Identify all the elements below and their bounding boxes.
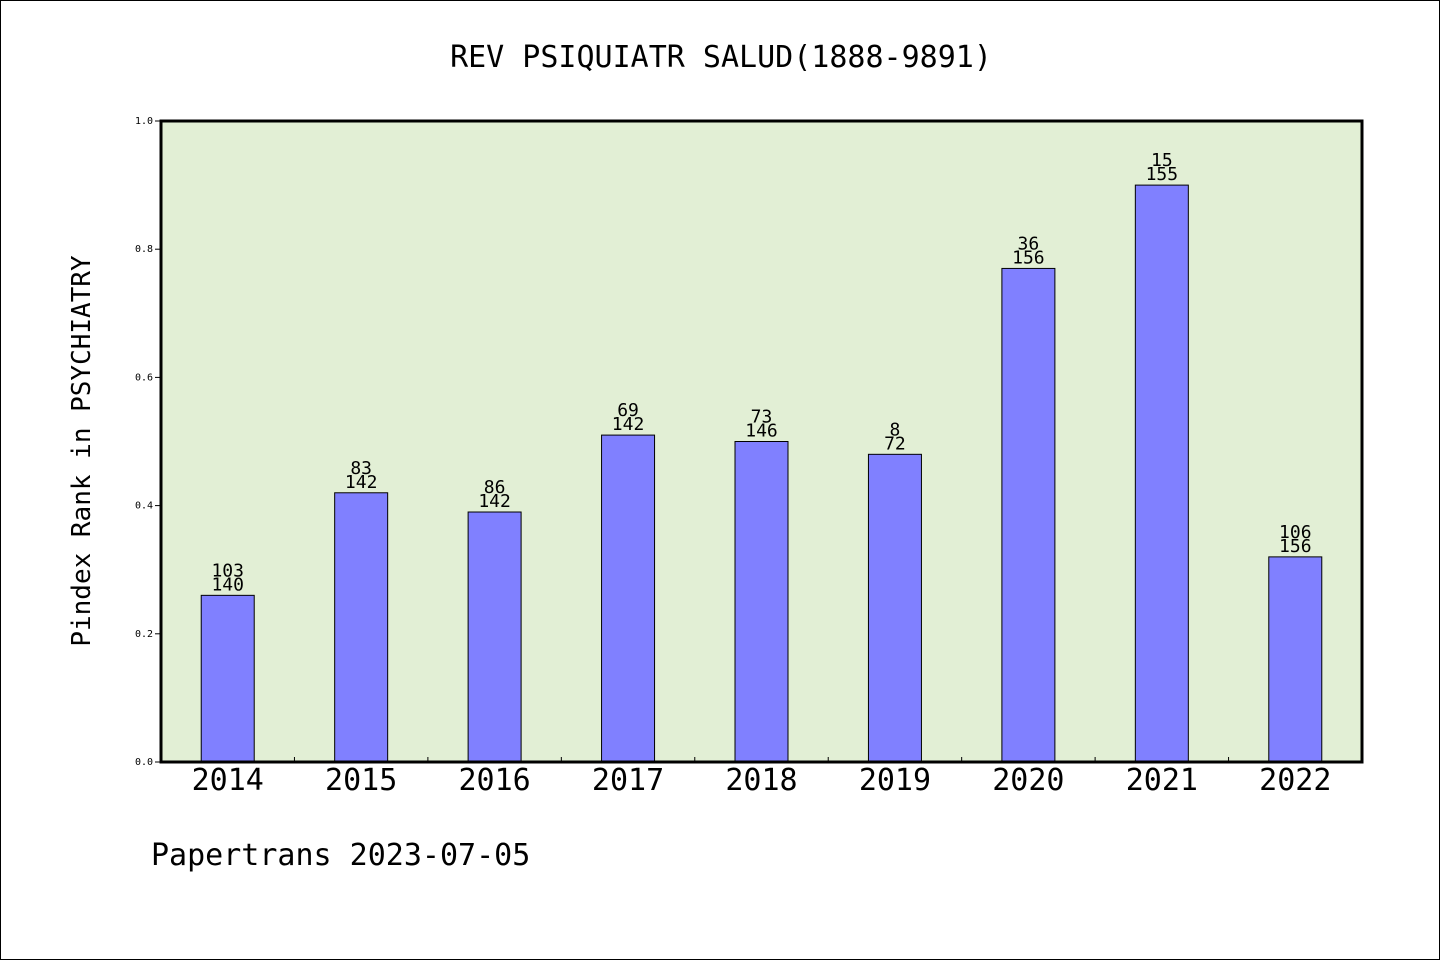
y-tick-label-0.8: 0.8 — [135, 244, 153, 255]
bar-2014 — [200, 594, 255, 763]
rank-label-2018: 73 — [751, 407, 773, 428]
x-tick-label-2019: 2019 — [859, 763, 931, 798]
y-tick-label-0.0: 0.0 — [135, 757, 153, 768]
axes-layer: 2014 2015 2016 2017 2018 2019 2020 2021 2022 0.0 0… — [135, 116, 1364, 798]
bar-2016 — [467, 511, 522, 763]
bar-2020 — [1001, 267, 1056, 763]
total-label-2014: 140 — [211, 574, 244, 595]
total-label-2018: 146 — [745, 421, 778, 442]
x-tick-label-2014: 2014 — [192, 763, 264, 798]
total-label-2021: 155 — [1146, 164, 1179, 185]
bar-2018 — [734, 441, 789, 763]
total-label-2022: 156 — [1279, 536, 1312, 557]
x-tick-label-2015: 2015 — [325, 763, 397, 798]
rank-label-2019: 8 — [890, 419, 901, 440]
plot-border — [159, 119, 1364, 764]
total-label-2019: 72 — [884, 433, 906, 454]
footer-credit: Papertrans 2023-07-05 — [151, 838, 530, 873]
bar-2019 — [867, 453, 922, 763]
rank-label-2021: 15 — [1151, 150, 1173, 171]
x-tick-label-2021: 2021 — [1126, 763, 1198, 798]
x-tick-label-2017: 2017 — [592, 763, 664, 798]
total-label-2020: 156 — [1012, 247, 1045, 268]
x-tick-label-2016: 2016 — [458, 763, 530, 798]
x-tick-label-2020: 2020 — [992, 763, 1064, 798]
total-label-2017: 142 — [612, 414, 645, 435]
bar-2022 — [1268, 556, 1323, 763]
y-tick-label-0.4: 0.4 — [135, 501, 153, 512]
rank-label-2022: 106 — [1279, 522, 1312, 543]
x-tick-label-2018: 2018 — [725, 763, 797, 798]
rank-label-2017: 69 — [617, 400, 639, 421]
y-tick-label-0.2: 0.2 — [135, 629, 153, 640]
y-tick-label-0.6: 0.6 — [135, 372, 153, 383]
y-axis-label: Pindex Rank in PSYCHIATRY — [67, 255, 97, 647]
bar-2015 — [334, 492, 389, 763]
total-label-2015: 142 — [345, 472, 378, 493]
rank-label-2014: 103 — [211, 560, 244, 581]
bar-2017 — [601, 434, 656, 763]
bar-2021 — [1134, 184, 1189, 763]
rank-label-2020: 36 — [1018, 233, 1040, 254]
rank-label-2016: 86 — [484, 477, 506, 498]
y-tick-label-1.0: 1.0 — [135, 116, 153, 127]
chart-title: REV PSIQUIATR SALUD(1888-9891) — [450, 40, 992, 75]
x-tick-label-2022: 2022 — [1259, 763, 1331, 798]
total-label-2016: 142 — [478, 491, 511, 512]
rank-label-2015: 83 — [350, 458, 372, 479]
